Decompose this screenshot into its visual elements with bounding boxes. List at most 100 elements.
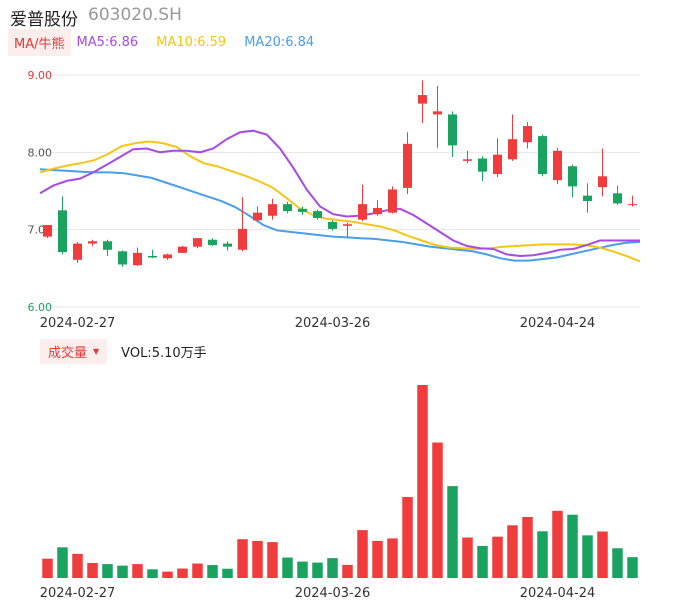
volume-bar — [297, 561, 308, 578]
candle-body — [298, 208, 307, 212]
price-x-tick-label: 2024-03-26 — [295, 316, 371, 331]
stock-code: 603020.SH — [88, 5, 182, 25]
volume-bar — [567, 514, 578, 578]
candle-body — [103, 241, 112, 250]
candle-body — [88, 241, 97, 244]
volume-bar — [87, 562, 98, 578]
candle-body — [43, 225, 52, 237]
volume-bar — [342, 564, 353, 578]
candle-body — [193, 238, 202, 247]
volume-bar — [132, 564, 143, 578]
candle-body — [433, 111, 442, 115]
candle-body — [283, 204, 292, 212]
candle-body — [598, 176, 607, 188]
price-x-tick-label: 2024-02-27 — [40, 316, 116, 331]
volume-bar — [537, 531, 548, 578]
candle-body — [463, 159, 472, 161]
ma20-line — [39, 168, 641, 262]
price-y-tick-label: 8.00 — [28, 146, 53, 159]
candle-body — [418, 95, 427, 104]
ma-toggle-button[interactable]: MA/牛熊 — [8, 28, 71, 56]
volume-bar — [237, 539, 248, 578]
candle-body — [358, 204, 367, 220]
candle-body — [583, 195, 592, 202]
volume-bar — [177, 568, 188, 578]
volume-x-tick-label: 2024-03-26 — [295, 586, 371, 601]
price-y-tick-label: 9.00 — [28, 69, 53, 82]
candle-body — [208, 239, 217, 246]
candle-body — [613, 193, 622, 204]
volume-bar — [282, 557, 293, 578]
volume-bar — [552, 510, 563, 578]
candle-body — [553, 150, 562, 181]
candle-body — [538, 136, 547, 174]
candle-body — [163, 254, 172, 259]
volume-indicator-button[interactable]: 成交量 ▼ — [40, 338, 108, 364]
volume-bar — [612, 548, 623, 578]
ma10-label: MA10:6.59 — [156, 34, 227, 50]
volume-bar — [627, 557, 638, 578]
ma10-line — [39, 140, 641, 263]
candle-body — [493, 154, 502, 174]
candle-body — [133, 252, 142, 266]
candle-body — [388, 189, 397, 213]
volume-bar — [522, 517, 533, 578]
volume-bar — [312, 562, 323, 578]
candle-body — [58, 210, 67, 253]
candle-body — [478, 158, 487, 172]
volume-x-tick-label: 2024-04-24 — [520, 586, 596, 601]
volume-bar — [162, 571, 173, 578]
volume-bar — [462, 537, 473, 578]
volume-bar — [477, 545, 488, 578]
volume-x-tick-label: 2024-02-27 — [40, 586, 116, 601]
volume-bar — [402, 496, 413, 578]
stock-name: 爱普股份 — [10, 10, 78, 30]
candle-body — [568, 166, 577, 187]
ma5-line — [39, 129, 640, 258]
candle-body — [343, 224, 352, 226]
volume-bar — [387, 538, 398, 578]
volume-bar — [72, 553, 83, 578]
price-x-tick-label: 2024-04-24 — [520, 316, 596, 331]
volume-indicator-label: 成交量 — [48, 345, 88, 361]
volume-bar — [222, 568, 233, 578]
volume-bar — [372, 540, 383, 578]
volume-bar — [447, 486, 458, 578]
volume-bar — [252, 540, 263, 578]
candle-body — [253, 212, 262, 221]
volume-bar — [57, 547, 68, 578]
candle-body — [313, 211, 322, 219]
volume-bar — [357, 530, 368, 578]
volume-bar — [507, 525, 518, 578]
candle-body — [328, 221, 337, 229]
price-y-tick-label: 6.00 — [28, 301, 53, 314]
volume-bar — [597, 531, 608, 578]
ma20-label: MA20:6.84 — [244, 34, 315, 50]
volume-value: VOL:5.10万手 — [121, 345, 207, 361]
volume-legend: 成交量 ▼ VOL:5.10万手 — [40, 338, 207, 364]
candle-body — [403, 143, 412, 188]
candle-body — [148, 255, 157, 258]
caret-down-icon: ▼ — [93, 346, 100, 356]
volume-chart[interactable]: 2024-02-27 2024-03-26 2024-04-24 — [0, 370, 686, 606]
volume-bar — [327, 558, 338, 578]
candle-body — [268, 204, 277, 216]
volume-bar — [267, 542, 278, 578]
candle-body — [223, 243, 232, 247]
volume-bar — [582, 535, 593, 578]
candle-body — [523, 126, 532, 143]
ma5-label: MA5:6.86 — [76, 34, 139, 50]
volume-bar — [207, 565, 218, 578]
volume-bar — [42, 558, 53, 578]
candle-body — [178, 246, 187, 253]
candle-body — [73, 243, 82, 260]
candle-body — [118, 251, 127, 265]
candle-body — [628, 204, 637, 206]
volume-bar — [192, 563, 203, 578]
volume-bar — [102, 564, 113, 578]
volume-bar — [417, 385, 428, 578]
candle-body — [448, 114, 457, 146]
volume-bar — [432, 442, 443, 578]
candle-body — [508, 139, 517, 160]
